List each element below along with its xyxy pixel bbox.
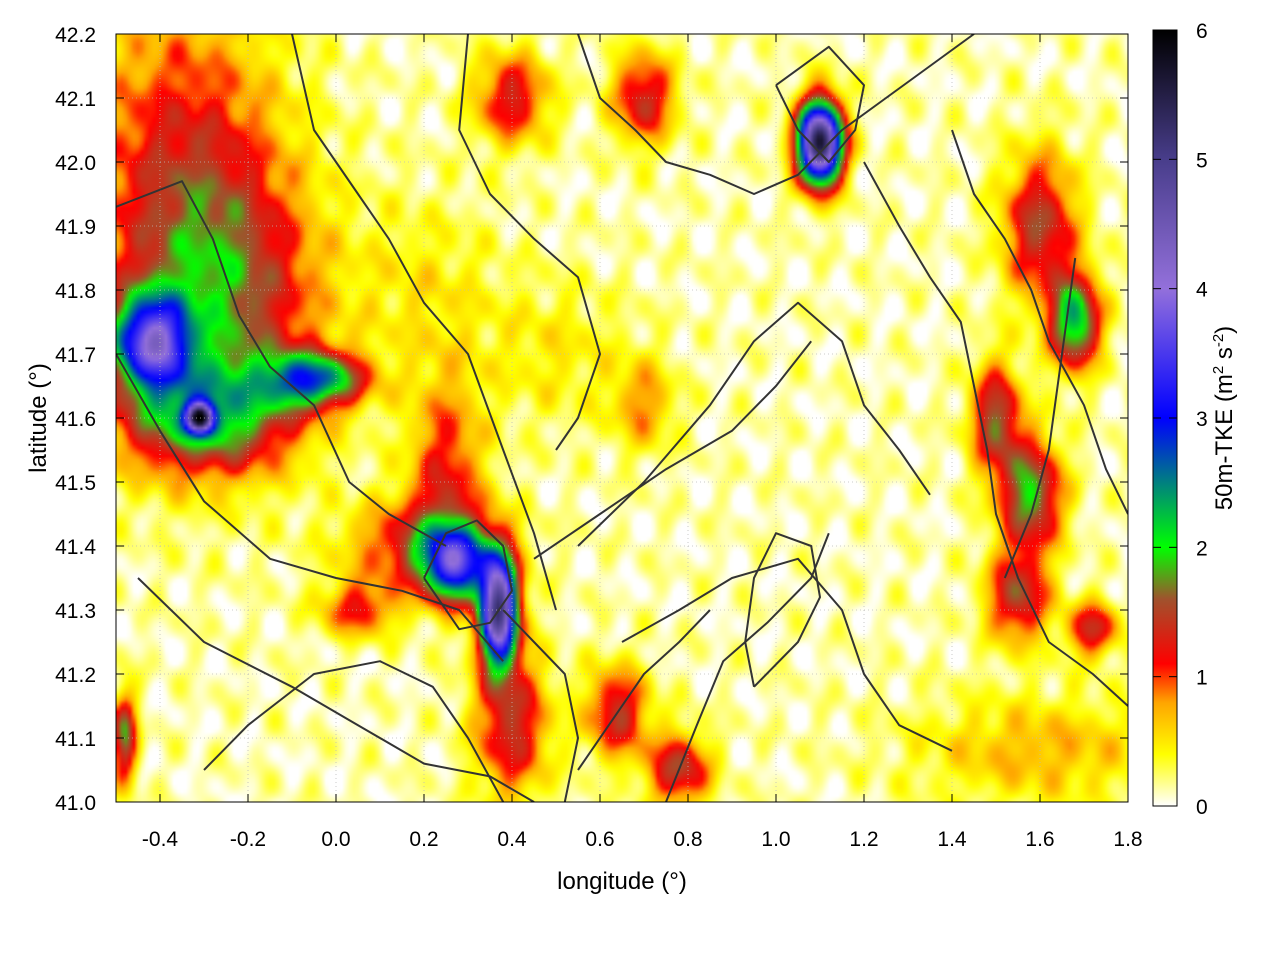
contour-line	[744, 532, 821, 688]
y-tick-label: 41.1	[55, 728, 96, 751]
y-tick-label: 41.9	[55, 216, 96, 239]
colorbar-ticks: 0 1 2 3 4 5 6	[1153, 20, 1208, 819]
contour-line	[577, 34, 975, 195]
contour-line	[863, 161, 1128, 707]
colorbar-tick-label: 1	[1196, 667, 1208, 690]
colorbar-tick-label: 3	[1196, 408, 1208, 431]
contour-line	[1003, 257, 1077, 579]
contour-line	[577, 301, 931, 547]
y-tick-label: 42.2	[55, 24, 96, 47]
x-tick-label: 0.4	[497, 828, 527, 851]
x-tick-label: 1.6	[1025, 828, 1054, 851]
contour-line	[116, 180, 447, 547]
x-axis: -0.4 -0.2 0.0 0.2 0.4 0.6 0.8 1.0 1.2 1.4 1.6 1.8	[142, 34, 1143, 851]
y-tick-label: 41.8	[55, 280, 96, 303]
contour-line	[951, 129, 1128, 515]
y-axis: 41.0 41.1 41.2 41.3 41.4 41.5 41.6 41.7 41.8 41.9…	[55, 24, 1128, 815]
contour-line	[621, 557, 953, 752]
x-tick-label: 1.2	[849, 828, 878, 851]
colorbar-tick-label: 0	[1196, 796, 1208, 819]
y-tick-label: 41.4	[55, 536, 96, 559]
y-tick-label: 41.7	[55, 344, 96, 367]
x-tick-label: 0.8	[673, 828, 702, 851]
plot-area	[116, 34, 1128, 802]
x-tick-label: 0.6	[585, 828, 614, 851]
contour-line	[116, 353, 504, 662]
terrain-contours	[116, 34, 1128, 802]
y-tick-label: 41.0	[55, 792, 96, 815]
contour-line	[775, 45, 865, 163]
x-axis-label: longitude (°)	[557, 868, 687, 895]
x-tick-label: -0.2	[230, 828, 266, 851]
x-tick-label: 1.4	[937, 828, 967, 851]
x-tick-label: 0.2	[409, 828, 438, 851]
contour-line	[577, 609, 711, 771]
colorbar-tick-label: 2	[1196, 537, 1208, 560]
colorbar-tick-label: 5	[1196, 149, 1208, 172]
y-tick-label: 41.2	[55, 664, 96, 687]
colorbar-tick-label: 6	[1196, 20, 1208, 43]
y-tick-label: 41.3	[55, 600, 96, 623]
y-tick-label: 41.5	[55, 472, 96, 495]
y-axis-label: latitude (°)	[25, 363, 52, 473]
contour-line	[458, 34, 601, 451]
contour-line	[423, 519, 513, 631]
contour-line	[502, 609, 579, 802]
x-tick-label: -0.4	[142, 828, 179, 851]
contour-line	[533, 340, 812, 560]
y-tick-label: 41.6	[55, 408, 96, 431]
colorbar-tick-label: 4	[1196, 279, 1208, 302]
x-tick-label: 0.0	[321, 828, 350, 851]
x-tick-label: 1.8	[1113, 828, 1142, 851]
x-tick-label: 1.0	[761, 828, 790, 851]
y-tick-label: 42.0	[55, 152, 96, 175]
colorbar: 0 1 2 3 4 5 6 50m-TKE (m2 s-2)	[1152, 20, 1238, 819]
colorbar-label: 50m-TKE (m2 s-2)	[1210, 326, 1238, 510]
contour-line	[291, 34, 557, 611]
contour-line	[203, 660, 505, 802]
y-tick-label: 42.1	[55, 88, 96, 111]
